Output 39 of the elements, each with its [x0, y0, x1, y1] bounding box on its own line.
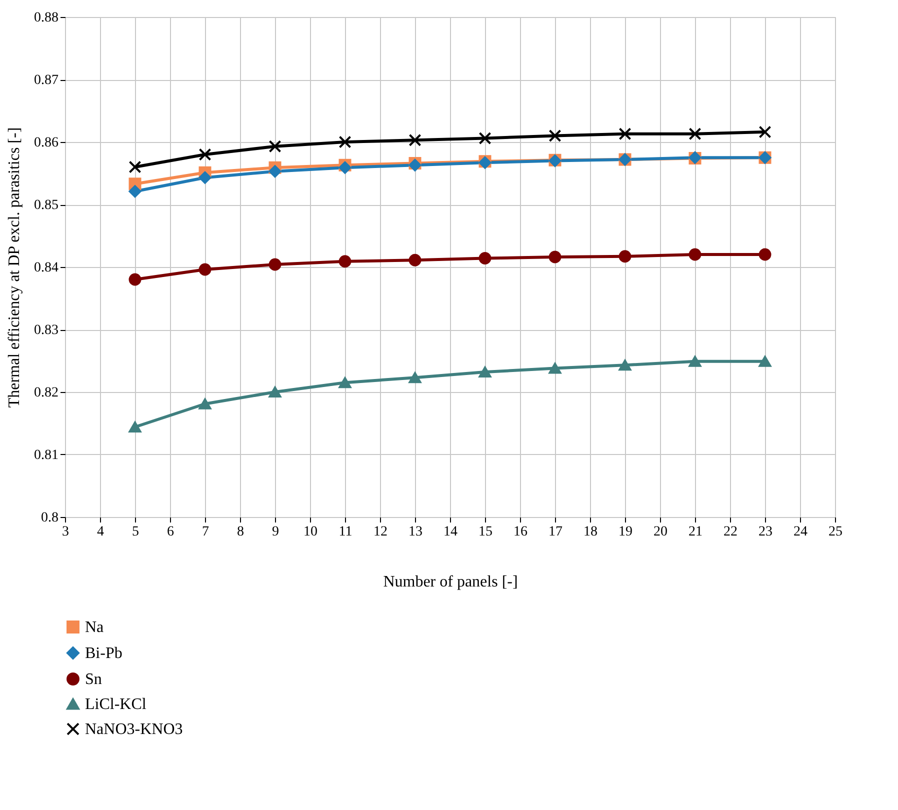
y-tick-label: 0.88	[34, 10, 58, 26]
legend-label: LiCl-KCl	[85, 696, 147, 713]
x-tick-label: 17	[548, 524, 562, 540]
x-tick-label: 13	[408, 524, 422, 540]
x-tick-label: 9	[272, 524, 279, 540]
x-tick-label: 23	[758, 524, 772, 540]
x-tick-label: 19	[618, 524, 632, 540]
x-tick-label: 22	[724, 524, 738, 540]
x-tick-label: 6	[167, 524, 174, 540]
x-tick-label: 7	[202, 524, 209, 540]
y-tick-label: 0.85	[34, 198, 58, 213]
x-tick-label: 24	[794, 524, 808, 540]
x-tick-label: 15	[478, 524, 492, 540]
y-tick-label: 0.81	[34, 448, 58, 463]
legend-label: Na	[85, 619, 104, 636]
x-tick-label: 20	[654, 524, 668, 540]
y-tick-label: 0.82	[34, 386, 58, 400]
x-tick-label: 16	[514, 524, 528, 540]
y-tick-label: 0.87	[34, 73, 58, 88]
x-axis-title: Number of panels [-]	[383, 574, 518, 590]
y-tick-label: 0.8	[41, 510, 58, 526]
y-tick-label: 0.84	[34, 260, 58, 276]
x-tick-label: 4	[97, 524, 104, 540]
x-tick-label: 8	[237, 524, 244, 540]
y-axis-title: Thermal efficiency at DP excl. parasitics [-]	[6, 127, 23, 408]
legend-label: Sn	[85, 671, 102, 688]
x-tick-label: 14	[444, 524, 458, 540]
y-tick-label: 0.83	[34, 323, 58, 338]
legend-label: Bi-Pb	[85, 645, 122, 662]
x-tick-label: 11	[338, 524, 352, 540]
x-tick-label: 25	[828, 524, 842, 540]
x-tick-label: 5	[132, 524, 139, 540]
x-tick-label: 21	[688, 524, 702, 540]
x-tick-label: 10	[304, 524, 318, 540]
x-tick-label: 12	[374, 524, 388, 540]
x-tick-label: 3	[62, 524, 69, 540]
legend-label: NaNO3-KNO3	[85, 721, 183, 738]
y-tick-label: 0.86	[34, 136, 58, 150]
x-tick-label: 18	[584, 524, 598, 540]
